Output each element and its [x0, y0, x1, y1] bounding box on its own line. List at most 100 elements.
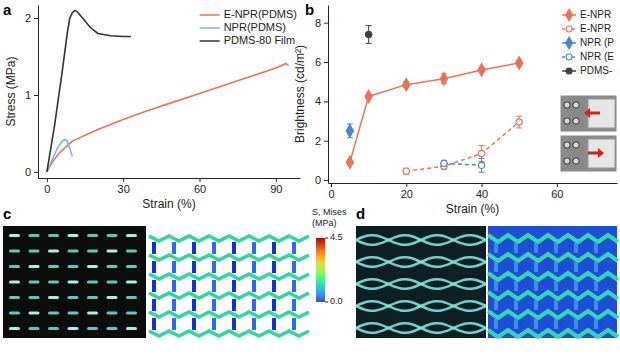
tick-label: 4: [315, 95, 321, 107]
legend: E-NPR(PDMS)NPR(PDMS)PDMS-80 Film: [200, 8, 297, 46]
panel-label: c: [3, 205, 11, 222]
simulation-detail: [172, 299, 176, 311]
simulation-detail: [212, 318, 216, 330]
photo-detail: [68, 250, 79, 253]
simulation-detail: [554, 319, 558, 329]
simulation-detail: [292, 261, 296, 273]
simulation-detail: [494, 319, 498, 329]
simulation-detail: [534, 319, 538, 329]
inset-detail: [573, 118, 579, 124]
simulation-detail: [488, 254, 618, 261]
photo-detail: [87, 281, 98, 284]
chart-panel: 020406002468Strain (%)Brightness (cd/m²)…: [293, 1, 617, 216]
simulation-detail: [494, 300, 498, 310]
legend-item: NPR (E: [562, 51, 614, 62]
simulation-detail: [574, 243, 578, 253]
simulation-detail: [149, 255, 309, 260]
photo-detail: [356, 279, 486, 289]
photo-detail: [68, 327, 79, 330]
colorbar-title: (MPa): [312, 218, 337, 228]
colorbar-tick-label: 0.0: [330, 296, 343, 306]
simulation-detail: [514, 300, 518, 310]
simulation-detail: [514, 281, 518, 291]
photo-detail: [48, 312, 59, 315]
photo-detail: [68, 296, 79, 299]
photo-detail: [68, 234, 79, 237]
photo-detail: [126, 250, 137, 253]
axis-line: [38, 6, 39, 179]
simulation-detail: [594, 243, 598, 253]
tick-label: 60: [551, 188, 563, 200]
photo-detail: [68, 265, 79, 268]
photo-detail: [29, 234, 40, 237]
legend-item: PDMS-: [562, 65, 612, 76]
tick: 60: [551, 183, 563, 200]
simulation-detail: [212, 299, 216, 311]
data-point: [478, 64, 485, 76]
photo-detail: [9, 250, 20, 253]
simulation-detail: [149, 331, 309, 336]
simulation-detail: [149, 312, 309, 317]
inset-detail: [564, 158, 570, 164]
simulation-detail: [292, 318, 296, 330]
tick-mark: [34, 18, 38, 19]
data-point: [441, 160, 447, 166]
simulation-detail: [192, 242, 196, 254]
photo-detail: [107, 265, 118, 268]
photo-detail: [356, 301, 486, 311]
photo-detail: [87, 312, 98, 315]
simulation-detail: [172, 261, 176, 273]
inset-detail: [564, 142, 570, 148]
colorbar-tick: [325, 302, 328, 303]
photo-detail: [107, 296, 118, 299]
simulation-detail: [534, 281, 538, 291]
simulation-detail: [488, 311, 618, 318]
tick-label: 2: [25, 12, 31, 24]
series-line: [47, 10, 131, 171]
photo-detail: [126, 265, 137, 268]
legend-item: NPR (P: [562, 37, 614, 49]
inset-detail: [564, 118, 570, 124]
simulation-detail: [232, 318, 236, 330]
legend-item: PDMS-80 Film: [200, 34, 296, 46]
simulation-detail: [212, 280, 216, 292]
tick-mark: [34, 172, 38, 173]
data-point: [516, 119, 522, 125]
image-panel: d: [356, 205, 618, 338]
photo-detail: [68, 281, 79, 284]
data-point: [516, 57, 523, 69]
photo-detail: [87, 250, 98, 253]
tick-label: 30: [118, 183, 130, 195]
tick: 1: [25, 89, 38, 101]
photo-detail: [29, 296, 40, 299]
tick-label: 20: [401, 188, 413, 200]
simulation-detail: [252, 299, 256, 311]
tick-mark: [324, 141, 328, 142]
simulation: [488, 226, 617, 338]
simulation-detail: [149, 274, 309, 279]
photo-detail: [9, 234, 20, 237]
panel-label: d: [356, 205, 365, 222]
tick-label: 60: [194, 183, 206, 195]
inset-detail: [588, 139, 615, 168]
tick-label: 6: [315, 56, 321, 68]
tick-mark: [406, 183, 407, 187]
x-axis: 0 30 60 90: [39, 178, 301, 195]
tick: 90: [270, 178, 282, 195]
y-axis: 02468: [315, 6, 329, 187]
series-line: [47, 63, 289, 171]
legend-label: PDMS-80 Film: [224, 34, 296, 46]
y-axis: 012: [25, 6, 39, 179]
photo-detail: [356, 323, 486, 333]
inset-detail: [573, 142, 579, 148]
axis-line: [39, 178, 301, 179]
tick: 2: [25, 12, 38, 24]
tick-label: 0: [44, 183, 50, 195]
photo: [356, 226, 486, 338]
error-bar: [479, 158, 485, 172]
inset-photo: [560, 95, 617, 132]
inset-photo: [560, 135, 617, 172]
simulation-detail: [152, 261, 156, 273]
photo-detail: [9, 296, 20, 299]
simulation-detail: [232, 261, 236, 273]
